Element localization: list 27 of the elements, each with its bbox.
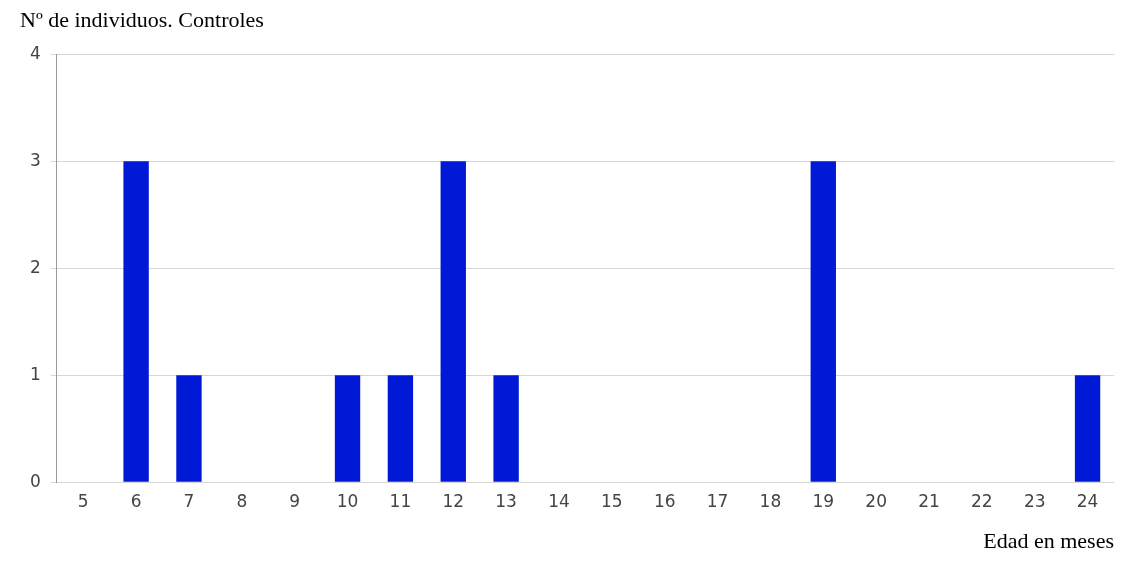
y-tick-label: 3: [29, 149, 41, 170]
x-tick-label: 5: [77, 490, 89, 511]
x-tick-label: 23: [1023, 490, 1046, 511]
x-tick-label: 14: [548, 490, 570, 511]
x-tick-label: 8: [236, 490, 248, 511]
y-axis-title: Nº de individuos. Controles: [20, 6, 264, 32]
x-tick-label: 11: [389, 490, 412, 511]
x-tick-label: 13: [495, 490, 517, 511]
x-tick-label: 10: [336, 490, 359, 511]
x-tick-label: 16: [653, 490, 676, 511]
x-tick-label: 7: [183, 490, 195, 511]
y-tick-label: 1: [29, 363, 41, 384]
x-tick-label: 6: [130, 490, 142, 511]
x-tick-label: 19: [812, 490, 835, 511]
y-tick-label: 4: [29, 42, 41, 63]
y-tick-label: 2: [29, 256, 41, 277]
x-tick-label: 17: [706, 490, 729, 511]
x-tick-label: 20: [865, 490, 887, 511]
x-tick-label: 24: [1076, 490, 1099, 511]
x-tick-label: 15: [601, 490, 623, 511]
y-tick-label: 0: [29, 470, 41, 491]
x-tick-label: 18: [759, 490, 782, 511]
x-tick-label: 22: [971, 490, 993, 511]
x-axis-title: Edad en meses: [983, 527, 1114, 553]
x-tick-label: 9: [289, 490, 301, 511]
x-tick-label: 21: [918, 490, 940, 511]
x-tick-label: 12: [442, 490, 465, 511]
